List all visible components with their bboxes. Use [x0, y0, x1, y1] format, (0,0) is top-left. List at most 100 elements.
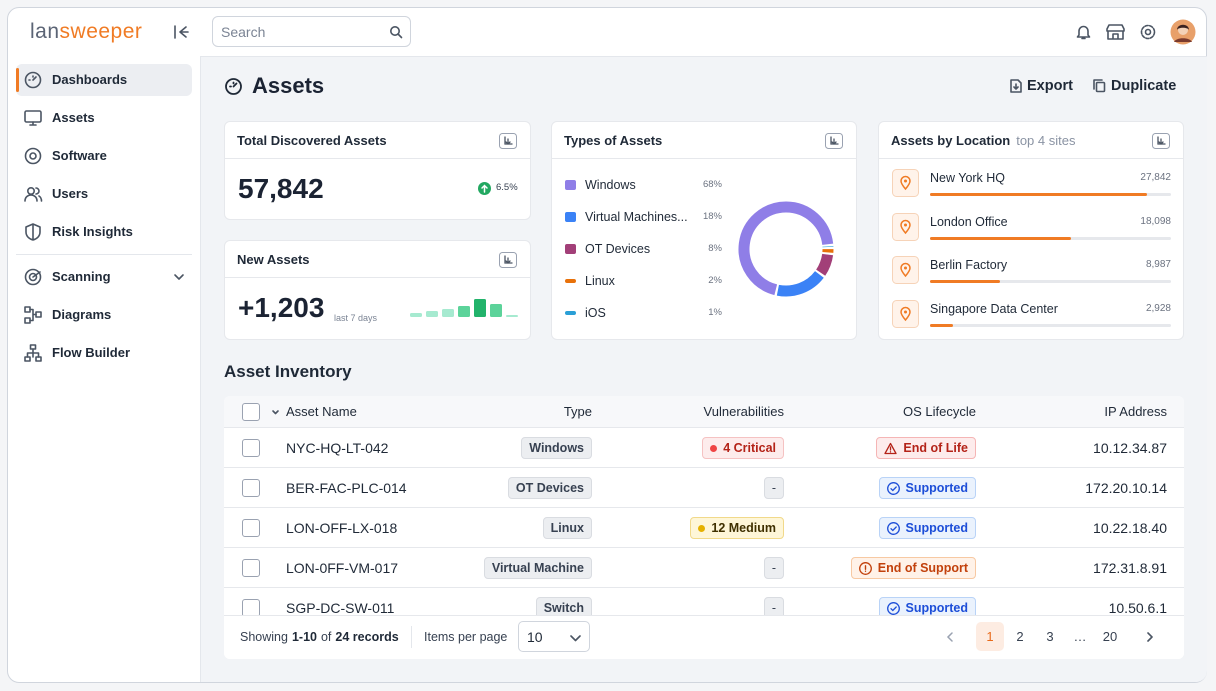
badge-text: -	[771, 601, 776, 615]
icon-part	[1093, 79, 1103, 90]
asset-name[interactable]: LON-0FF-VM-017	[286, 560, 399, 576]
column-header[interactable]: Type	[563, 404, 592, 419]
legend-swatch	[565, 244, 576, 254]
icon-part	[24, 147, 42, 165]
asset-name[interactable]: BER-FAC-PLC-014	[286, 480, 407, 496]
user-avatar[interactable]	[1170, 19, 1196, 45]
badge: End of Life	[876, 437, 976, 459]
row-checkbox[interactable]	[242, 479, 260, 497]
icon-part	[904, 179, 907, 183]
action-icon[interactable]	[1010, 79, 1022, 93]
donut-chart	[738, 201, 834, 297]
page-number[interactable]: 2	[1016, 629, 1024, 644]
nav-item[interactable]: Diagrams	[16, 299, 192, 331]
nav-item[interactable]: Risk Insights	[16, 216, 192, 248]
nav-item[interactable]: Dashboards	[16, 64, 192, 96]
nav-icon	[24, 110, 42, 126]
legend-label: Linux	[585, 274, 615, 288]
icon-part	[570, 635, 581, 642]
collapse-icon[interactable]	[174, 25, 189, 39]
row-checkbox[interactable]	[242, 403, 260, 421]
legend-swatch	[565, 212, 576, 222]
footer-separator	[411, 626, 412, 648]
next-page[interactable]	[1147, 632, 1153, 642]
column-header[interactable]: Vulnerabilities	[703, 404, 784, 419]
column-header[interactable]: Asset Name	[286, 404, 357, 419]
card: Assets by Location top 4 sites New York HQ…	[878, 121, 1184, 340]
badge-icon	[886, 521, 900, 535]
table-body: NYC-HQ-LT-042 Windows 4 Critical End of Lif…	[224, 428, 1184, 615]
icon-part	[1095, 81, 1106, 93]
location-value: 2,928	[1145, 302, 1171, 314]
asset-name[interactable]: SGP-DC-SW-011	[286, 600, 395, 615]
per-page-select[interactable]: 10	[518, 621, 590, 652]
icon-part	[28, 75, 37, 81]
card-title: New Assets	[237, 252, 310, 267]
ip-address: 10.22.18.40	[1093, 520, 1167, 536]
location-icon	[892, 212, 919, 241]
icon-part	[1144, 28, 1152, 36]
card-download-icon[interactable]	[499, 133, 517, 149]
nav-label: Flow Builder	[52, 345, 130, 360]
notifications-icon[interactable]	[1076, 24, 1091, 40]
icon-part	[1106, 24, 1125, 40]
location-bar	[930, 193, 1147, 196]
nav-item[interactable]: Software	[16, 140, 192, 172]
nav-item[interactable]: Scanning	[16, 261, 192, 293]
icon-part	[1157, 136, 1166, 145]
search-box[interactable]: Search	[212, 16, 411, 47]
asset-name[interactable]: LON-OFF-LX-018	[286, 520, 398, 536]
row-checkbox[interactable]	[242, 519, 260, 537]
action-button[interactable]: Duplicate	[1111, 78, 1177, 94]
badge-text: 4 Critical	[723, 441, 776, 455]
icon-part	[1177, 24, 1189, 30]
page-number[interactable]: 3	[1046, 629, 1054, 644]
legend-value: 68%	[702, 179, 722, 190]
ip-address: 172.20.10.14	[1085, 480, 1167, 496]
nav-item[interactable]: Flow Builder	[16, 337, 192, 369]
search-placeholder: Search	[221, 24, 266, 40]
badge-text: Supported	[905, 521, 969, 535]
settings-icon[interactable]	[1140, 24, 1156, 40]
donut-segment	[776, 270, 824, 297]
card-download-icon[interactable]	[825, 133, 843, 149]
icon-part	[272, 410, 279, 415]
nav-item[interactable]: Assets	[16, 102, 192, 134]
icon-part	[29, 152, 37, 160]
page-number[interactable]: …	[1073, 629, 1087, 644]
nav-label: Dashboards	[52, 72, 128, 87]
column-header[interactable]: OS Lifecycle	[903, 404, 976, 419]
card-download-icon[interactable]	[499, 252, 517, 268]
asset-name[interactable]: NYC-HQ-LT-042	[286, 440, 389, 456]
row-checkbox[interactable]	[242, 599, 260, 615]
card-header-divider	[879, 158, 1183, 159]
icon-part	[892, 299, 919, 328]
nav-item[interactable]: Users	[16, 178, 192, 210]
icon-part	[390, 26, 400, 36]
legend-swatch-mark	[565, 311, 576, 315]
page-number[interactable]: 1	[986, 629, 994, 644]
prev-page[interactable]	[946, 632, 953, 642]
store-icon[interactable]	[1106, 24, 1125, 40]
icon-part	[24, 110, 42, 123]
icon-part	[889, 525, 897, 531]
icon-part	[29, 121, 37, 126]
card-download-icon[interactable]	[1152, 133, 1170, 149]
icon-part	[397, 33, 403, 39]
select-chevron	[570, 635, 581, 642]
action-button[interactable]: Export	[1027, 78, 1073, 94]
action-icon[interactable]	[1093, 79, 1106, 93]
row-checkbox[interactable]	[242, 559, 260, 577]
row-checkbox[interactable]	[242, 439, 260, 457]
page-number[interactable]: 20	[1102, 629, 1118, 644]
summary-part: 24 records	[335, 630, 399, 644]
trend-bar	[458, 306, 470, 317]
location-icon	[892, 299, 919, 328]
column-header[interactable]: IP Address	[1104, 404, 1167, 419]
sort-chevron[interactable]	[272, 410, 279, 415]
table-footer: Showing 1-10 of 24 records Items per page 10 1…	[224, 615, 1184, 659]
badge-text: Switch	[543, 601, 584, 615]
icon-part	[889, 485, 897, 491]
badge: Supported	[878, 477, 976, 499]
badge: -	[763, 557, 784, 579]
